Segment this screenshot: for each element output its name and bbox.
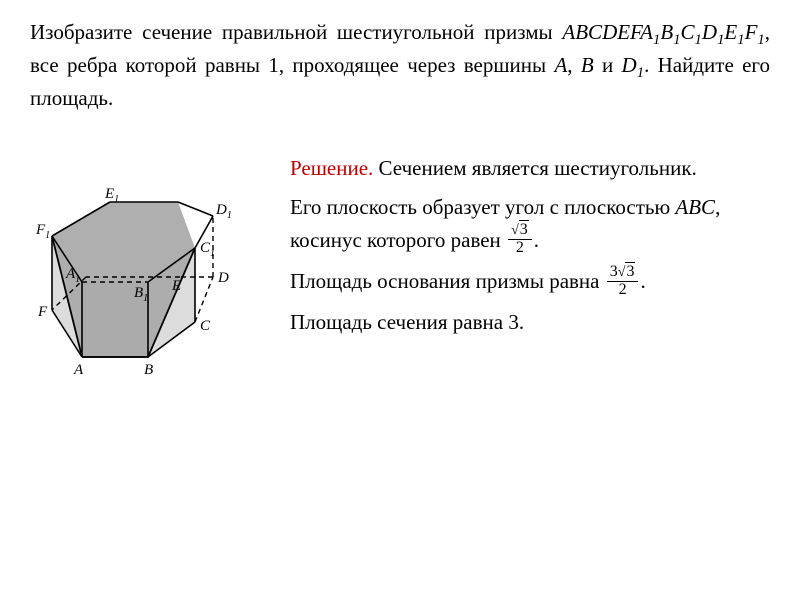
plane-label: ABC [675, 195, 715, 219]
denominator: 2 [508, 240, 532, 257]
label-B: B [144, 362, 153, 378]
fraction-1: 3 2 [508, 222, 532, 257]
label-F: F [37, 304, 48, 320]
solution-column: Решение. Сечением является шестиугольник… [290, 152, 770, 345]
vertex: B [581, 53, 594, 77]
vertex: D1 [622, 53, 645, 77]
label-E: E [171, 278, 181, 294]
prism-diagram: A B C D E F A1 B1 C1 D1 E1 F1 [30, 182, 260, 382]
sub: 1 [695, 32, 702, 48]
sqrt-icon: 3 [511, 222, 529, 239]
lbl: D [702, 20, 717, 44]
text: Сечением является шестиугольник. [373, 156, 697, 180]
vertex: A [554, 53, 567, 77]
label-C1: C1 [200, 240, 215, 259]
text: . [640, 269, 645, 293]
text: и [594, 53, 622, 77]
text: . [534, 228, 539, 252]
content-row: A B C D E F A1 B1 C1 D1 E1 F1 Решение. С… [30, 152, 770, 382]
sub: 1 [673, 32, 680, 48]
solution-line-2: Его плоскость образует угол c плоскостью… [290, 191, 770, 259]
text: Изобразите сечение правильной шестиуголь… [30, 20, 562, 44]
solution-line-4: Площадь сечения равна 3. [290, 306, 770, 339]
numerator: 33 [607, 264, 639, 282]
solution-line-1: Решение. Сечением является шестиугольник… [290, 152, 770, 185]
lbl: E [724, 20, 737, 44]
label-D1: D1 [215, 202, 232, 221]
lbl: B [660, 20, 673, 44]
numerator: 3 [508, 222, 532, 240]
figure-column: A B C D E F A1 B1 C1 D1 E1 F1 [30, 152, 270, 382]
fraction-2: 33 2 [607, 264, 639, 299]
problem-statement: Изобразите сечение правильной шестиуголь… [30, 18, 770, 112]
label-D: D [217, 270, 229, 286]
radicand: 3 [625, 262, 635, 280]
sqrt-icon: 3 [618, 264, 636, 281]
sub: 1 [637, 65, 644, 81]
radicand: 3 [519, 220, 529, 238]
lbl: D [622, 53, 637, 77]
lbl: C [681, 20, 695, 44]
prism-label: ABCDEFA1B1C1D1E1F1 [562, 20, 764, 44]
label-F1: F1 [35, 222, 50, 241]
label-C: C [200, 318, 211, 334]
lbl: F [745, 20, 758, 44]
sub: 1 [737, 32, 744, 48]
label-A: A [73, 362, 84, 378]
denominator: 2 [607, 282, 639, 299]
text: , [567, 53, 581, 77]
solution-line-3: Площадь основания призмы равна 33 2 . [290, 265, 770, 300]
solution-heading: Решение. [290, 156, 373, 180]
text: Площадь основания призмы равна [290, 269, 605, 293]
lbl: ABCDEFA [562, 20, 653, 44]
coef: 3 [610, 263, 618, 280]
sub: 1 [757, 32, 764, 48]
text: Его плоскость образует угол c плоскостью [290, 195, 675, 219]
